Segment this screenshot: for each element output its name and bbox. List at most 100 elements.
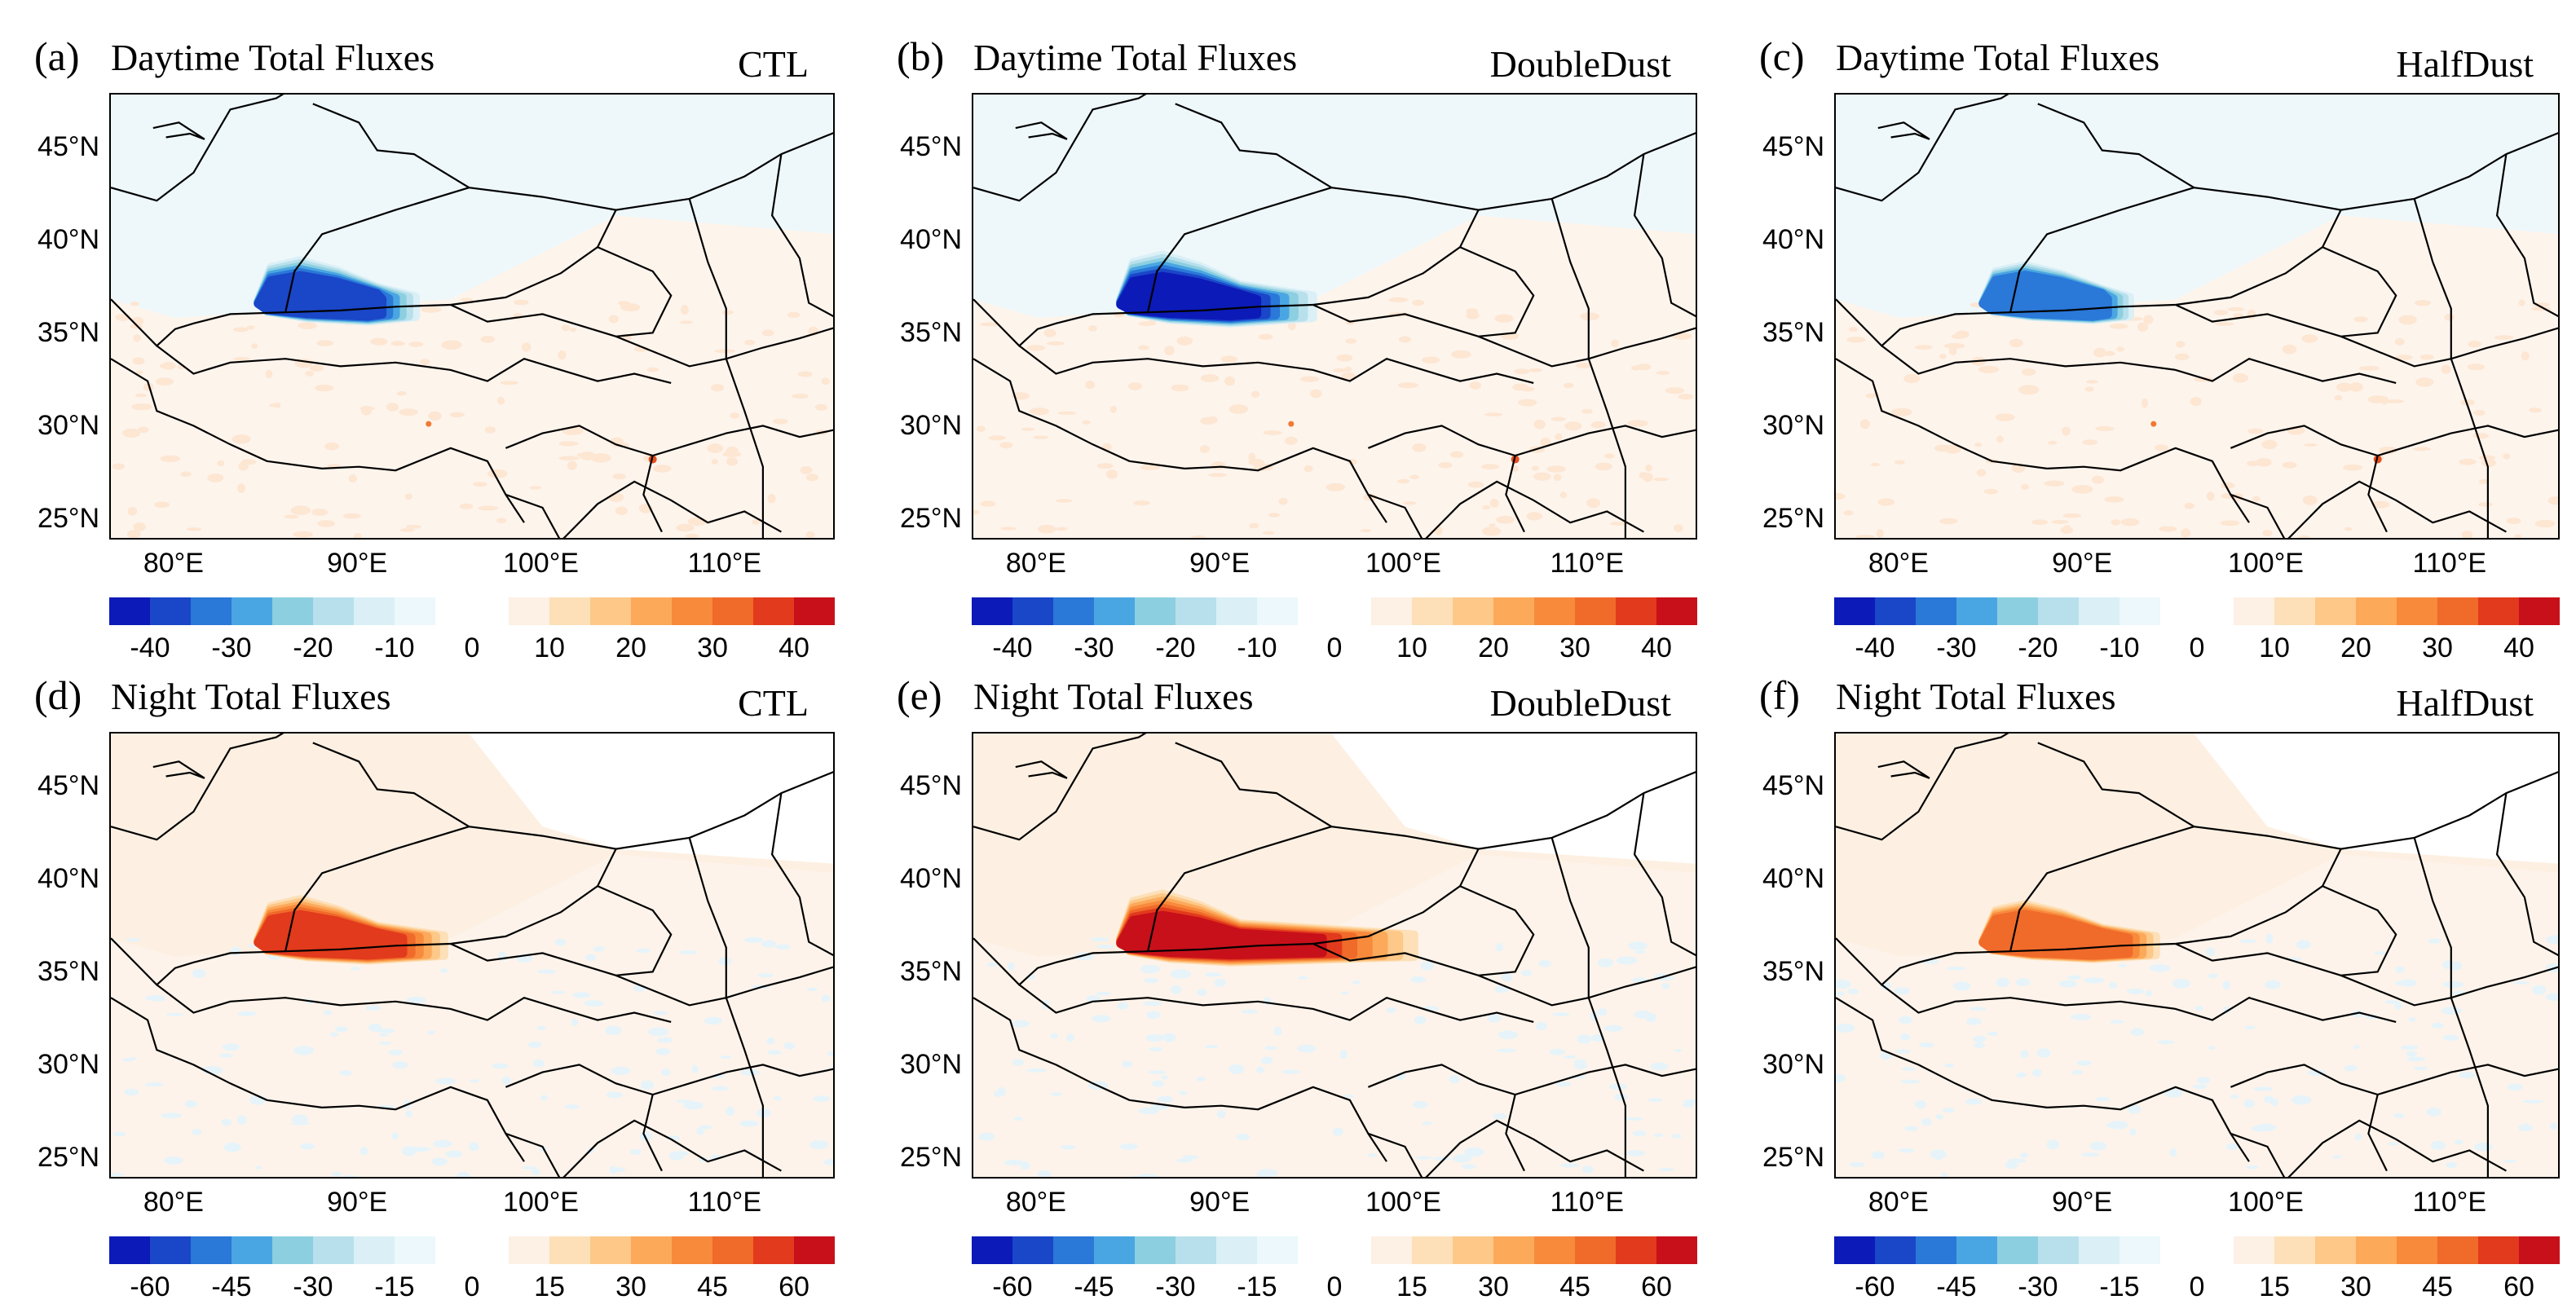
panel-label: (b) [897,33,945,79]
map-speckle [532,1059,545,1068]
map-speckle [132,357,145,365]
map-speckle [1043,328,1056,337]
map-speckle [2095,1096,2111,1102]
colorbar-tick-label: 20 [615,632,646,663]
colorbar-swatch [2315,597,2356,625]
map-speckle [678,950,698,954]
panel-case: DoubleDust [1489,682,1671,724]
lat-tick-label: 45°N [37,130,99,162]
map-speckle [761,940,777,948]
colorbar-negative [1834,1236,2160,1264]
map-speckle [1176,336,1193,346]
map-area [972,732,1697,1179]
colorbar-swatch [1493,1236,1534,1264]
map-speckle [1451,350,1471,359]
colorbar-swatch [1176,597,1216,625]
colorbar-tick-label: 15 [2259,1271,2290,1302]
map-speckle [1216,1109,1226,1119]
map-speckle [316,340,333,346]
country-border [1459,246,1535,337]
map-speckle [1580,312,1599,321]
lon-tick-label: 100°E [502,548,579,579]
map-speckle [391,1132,399,1140]
map-speckle [2063,525,2071,530]
country-border [2367,1094,2388,1172]
map-speckle [291,1114,308,1125]
map-speckle [1303,465,1313,473]
colorbar-swatch [1575,597,1616,625]
map-speckle [657,1037,673,1043]
map-speckle [421,306,442,313]
map-speckle [138,426,149,434]
map-speckle [405,524,421,529]
colorbar-swatch [972,1236,1012,1264]
map-speckle [1978,365,2000,373]
country-border [152,121,205,140]
country-border [312,103,833,211]
map-speckle [2473,1142,2493,1152]
map-speckle [350,967,360,971]
map-speckle [2018,385,2040,395]
colorbar-tick-label: 15 [534,1271,565,1302]
map-speckle [685,533,699,538]
colorbar-tick-label: -15 [374,1271,415,1302]
map-speckle [1096,463,1114,469]
map-speckle [496,518,507,523]
country-border [2322,246,2397,337]
map-speckle [2358,365,2380,371]
map-speckle [230,946,242,956]
map-speckle [1021,427,1035,431]
map-speckle [2019,1152,2028,1159]
map-speckle [1469,381,1481,390]
map-speckle [2442,980,2464,989]
country-border [2037,103,2558,211]
map-speckle [1564,421,1582,431]
map-speckle [2262,530,2273,537]
map-speckle [2142,398,2148,408]
map-speckle [1996,435,2004,443]
map-speckle [492,1063,509,1069]
map-speckle [1339,1050,1348,1060]
map-speckle [1581,1165,1594,1174]
map-speckle [2468,341,2481,348]
map-region-white [469,734,833,864]
map-speckle [1228,404,1248,414]
map-speckle [772,418,788,425]
map-speckle [561,324,571,332]
map-speckle [2031,519,2049,525]
map-speckle [1170,985,1182,994]
country-border [1505,1094,1525,1172]
colorbar-tick-label: 40 [2503,632,2534,663]
map-speckle [1281,1069,1300,1074]
map-speckle [531,1168,540,1176]
map-speckle [1208,473,1227,478]
colorbar-swatch [1493,597,1534,625]
map-speckle [1951,333,1965,339]
country-border [111,298,451,347]
country-border [505,1132,561,1177]
map-speckle [1047,341,1065,346]
map-speckle [683,1101,704,1110]
map-speckle [2181,528,2191,538]
map-speckle [2460,399,2475,406]
map-speckle [1038,524,1056,534]
colorbar-swatch [2437,597,2478,625]
map-speckle [2264,980,2281,989]
country-border [2230,1132,2286,1177]
colorbar-swatch [1176,1236,1216,1264]
map-speckle [457,1171,470,1177]
map-speckle [2111,519,2121,526]
map-speckle [2154,444,2169,452]
map-speckle [2082,439,2098,446]
map-speckle [2194,1006,2203,1011]
map-speckle [1498,1030,1518,1040]
map-speckle [484,426,496,434]
map-speckle [2076,1060,2092,1066]
map-speckle [584,1000,604,1007]
map-speckle [1008,962,1015,971]
map-speckle [386,403,399,412]
map-speckle [2157,1040,2175,1045]
country-border [111,734,285,841]
map-speckle [1170,969,1191,979]
map-area [1834,732,2560,1179]
